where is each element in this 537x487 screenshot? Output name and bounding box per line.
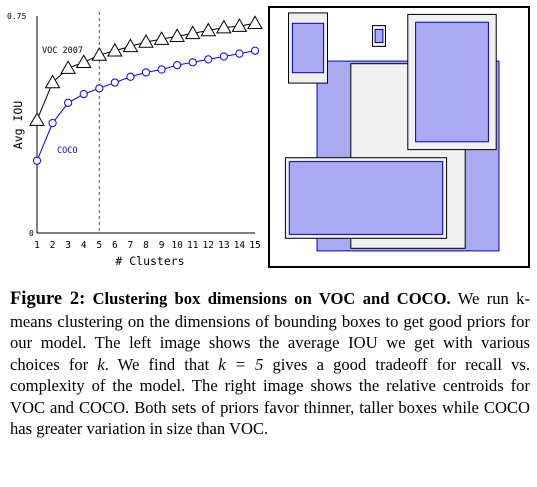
coco-point (110, 78, 119, 87)
voc-point (231, 18, 248, 32)
coco-point (48, 118, 57, 128)
coco-point (204, 55, 213, 64)
voc-point (138, 34, 154, 48)
x-tick-label: 14 (234, 240, 246, 251)
coco-point (157, 65, 166, 74)
x-tick-label: 6 (112, 240, 118, 251)
coco-point (188, 58, 197, 67)
caption-title: Clustering box dimensions on VOC and COC… (92, 289, 451, 308)
x-tick-label: 1 (34, 240, 40, 251)
coco-series-label: COCO (57, 146, 77, 156)
x-tick-label: 15 (249, 240, 260, 251)
caption-k-equation: k = 5 (218, 354, 264, 374)
centroid-boxes-plot (268, 6, 530, 268)
figure-caption: Figure 2: Clustering box dimensions on V… (10, 288, 530, 440)
x-tick-label: 12 (203, 240, 214, 251)
x-tick-label: 5 (96, 240, 102, 251)
coco-point (126, 72, 135, 81)
centroid-pair (372, 25, 386, 47)
caption-k-variable: k (97, 354, 105, 374)
coco-point (250, 46, 260, 55)
voc-point (29, 112, 45, 126)
coco-point (64, 98, 73, 107)
x-tick-label: 13 (218, 240, 229, 251)
voc-point (169, 28, 186, 43)
coco-centroid-box (374, 29, 384, 43)
voc-point (75, 54, 92, 69)
caption-label: Figure 2: (10, 289, 86, 309)
caption-text-1: We run k-means clustering on the dimensi… (10, 289, 530, 374)
x-tick-label: 8 (143, 240, 149, 251)
y-axis-title: Avg IOU (11, 101, 25, 150)
figure: 0.75 0 1 2 3 4 5 6 7 8 9 10 11 12 13 14 15 # Clusters Avg … (7, 6, 530, 268)
voc-point (106, 42, 123, 57)
voc-point (153, 31, 170, 45)
voc-point (122, 38, 139, 53)
coco-centroid-box (288, 161, 444, 235)
coco-point (79, 90, 88, 99)
caption-text-2: . We find that (104, 354, 219, 374)
coco-point (95, 84, 104, 93)
voc-point (60, 60, 77, 74)
centroid-pair (284, 157, 448, 239)
x-tick-label: 4 (81, 240, 87, 251)
centroid-pair (407, 13, 497, 151)
voc-point (184, 25, 201, 40)
voc-point (215, 19, 232, 34)
voc-point (247, 15, 263, 29)
voc-series-label: VOC 2007 (42, 46, 83, 56)
coco-point (219, 52, 228, 61)
x-tick-label: 11 (187, 240, 199, 251)
voc-point (200, 22, 217, 37)
x-tick-label: 7 (128, 240, 134, 251)
coco-centroid-box (415, 21, 489, 143)
y-tick-label: 0.75 (7, 12, 26, 21)
coco-point (235, 49, 244, 58)
x-tick-label: 10 (171, 240, 183, 251)
x-tick-label: 2 (50, 240, 56, 251)
x-axis-title: # Clusters (115, 254, 184, 268)
coco-centroid-box (291, 22, 325, 74)
coco-point (141, 68, 151, 77)
x-tick-label: 3 (65, 240, 71, 251)
coco-point (173, 61, 182, 70)
y-tick-label: 0 (29, 229, 34, 238)
voc-point (91, 47, 108, 61)
centroid-pair (288, 12, 328, 84)
chart-series-group (29, 15, 263, 165)
coco-point (32, 156, 42, 165)
x-tick-label: 9 (159, 240, 165, 251)
voc-point (44, 74, 61, 89)
caption-text-3: gives a good tradeoff for recall vs. com… (10, 354, 530, 439)
